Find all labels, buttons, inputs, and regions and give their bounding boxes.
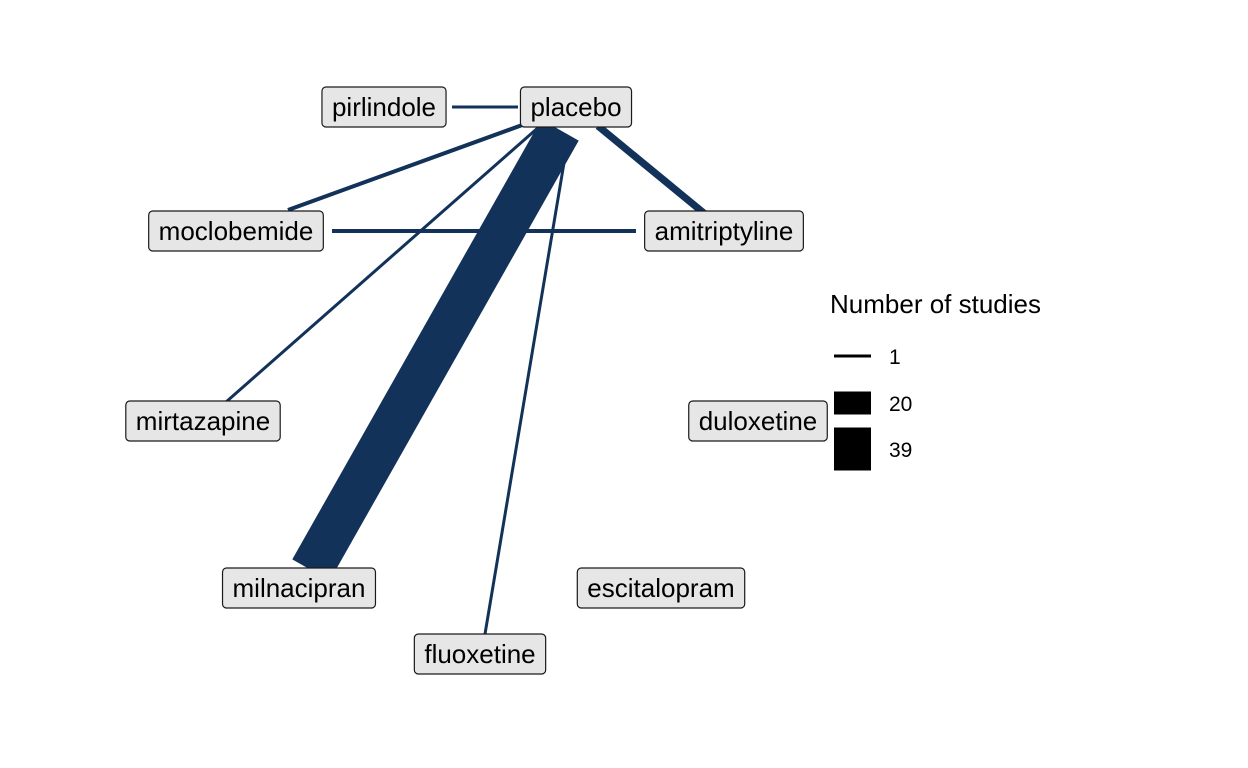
legend-key-39 <box>834 427 871 471</box>
node-box-amitriptyline <box>644 210 804 252</box>
node-label-moclobemide: moclobemide <box>159 216 314 246</box>
node-escitalopram: escitalopram <box>576 567 746 609</box>
edge-placebo-moclobemide <box>287 122 526 212</box>
node-label-fluoxetine: fluoxetine <box>424 639 535 669</box>
legend: Number of studies 1 20 39 <box>830 289 1041 471</box>
legend-label-39: 39 <box>889 439 912 462</box>
nodes-layer: pirlindole placebo moclobemide amitriptylin… <box>125 86 828 675</box>
legend-key-1 <box>834 354 871 358</box>
node-label-milnacipran: milnacipran <box>233 573 366 603</box>
node-box-moclobemide <box>148 210 324 252</box>
node-milnacipran: milnacipran <box>221 567 377 609</box>
node-label-mirtazapine: mirtazapine <box>136 406 270 436</box>
legend-title: Number of studies <box>830 289 1041 319</box>
legend-key-20 <box>834 391 871 415</box>
node-box-fluoxetine <box>413 633 547 675</box>
node-label-amitriptyline: amitriptyline <box>655 216 794 246</box>
node-mirtazapine: mirtazapine <box>125 400 281 442</box>
edge-placebo-fluoxetine <box>483 144 569 635</box>
node-pirlindole: pirlindole <box>321 86 447 128</box>
node-label-escitalopram: escitalopram <box>587 573 734 603</box>
legend-label-1: 1 <box>889 346 901 369</box>
node-box-milnacipran <box>221 567 377 609</box>
node-box-duloxetine <box>688 400 828 442</box>
node-fluoxetine: fluoxetine <box>413 633 547 675</box>
node-box-placebo <box>519 86 633 128</box>
node-box-mirtazapine <box>125 400 281 442</box>
legend-label-20: 20 <box>889 393 912 416</box>
legend-items: 1 20 39 <box>834 346 912 471</box>
edge-placebo-mirtazapine <box>225 124 541 404</box>
edge-placebo-milnacipran <box>292 119 579 581</box>
node-box-escitalopram <box>576 567 746 609</box>
node-label-pirlindole: pirlindole <box>332 92 436 122</box>
edges-layer <box>225 105 708 635</box>
node-label-duloxetine: duloxetine <box>699 406 818 436</box>
node-moclobemide: moclobemide <box>148 210 324 252</box>
node-box-pirlindole <box>321 86 447 128</box>
node-amitriptyline: amitriptyline <box>644 210 804 252</box>
node-label-placebo: placebo <box>530 92 621 122</box>
edge-placebo-amitriptyline <box>595 123 708 217</box>
node-duloxetine: duloxetine <box>688 400 828 442</box>
node-placebo: placebo <box>519 86 633 128</box>
